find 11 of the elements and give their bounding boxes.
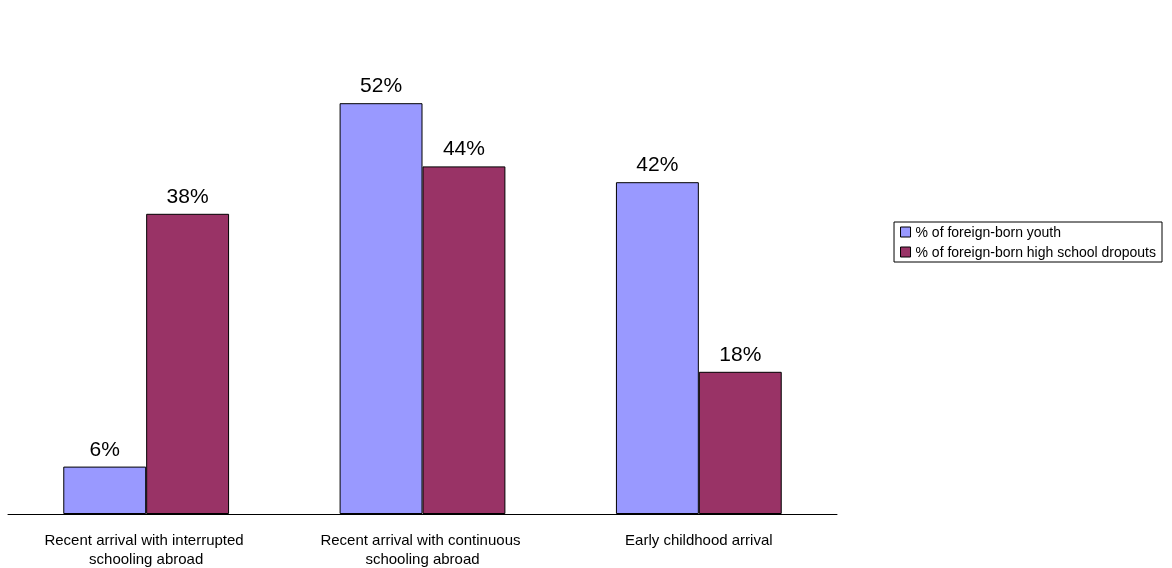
x-tick-label: Recent arrival with continuous schooling abroad — [320, 531, 525, 567]
data-label: 38% — [166, 183, 209, 207]
x-tick-label: Recent arrival with interrupted schooling abroad — [44, 531, 248, 567]
data-label: 42% — [636, 152, 679, 176]
legend-label: % of foreign-born youth — [915, 224, 1062, 240]
data-label: 6% — [89, 436, 120, 460]
legend-label: % of foreign-born high school dropouts — [915, 244, 1156, 260]
data-label: 52% — [360, 73, 403, 97]
data-label: 18% — [719, 341, 762, 365]
x-tick-label: Early childhood arrival — [625, 531, 773, 548]
data-label: 44% — [442, 136, 485, 160]
